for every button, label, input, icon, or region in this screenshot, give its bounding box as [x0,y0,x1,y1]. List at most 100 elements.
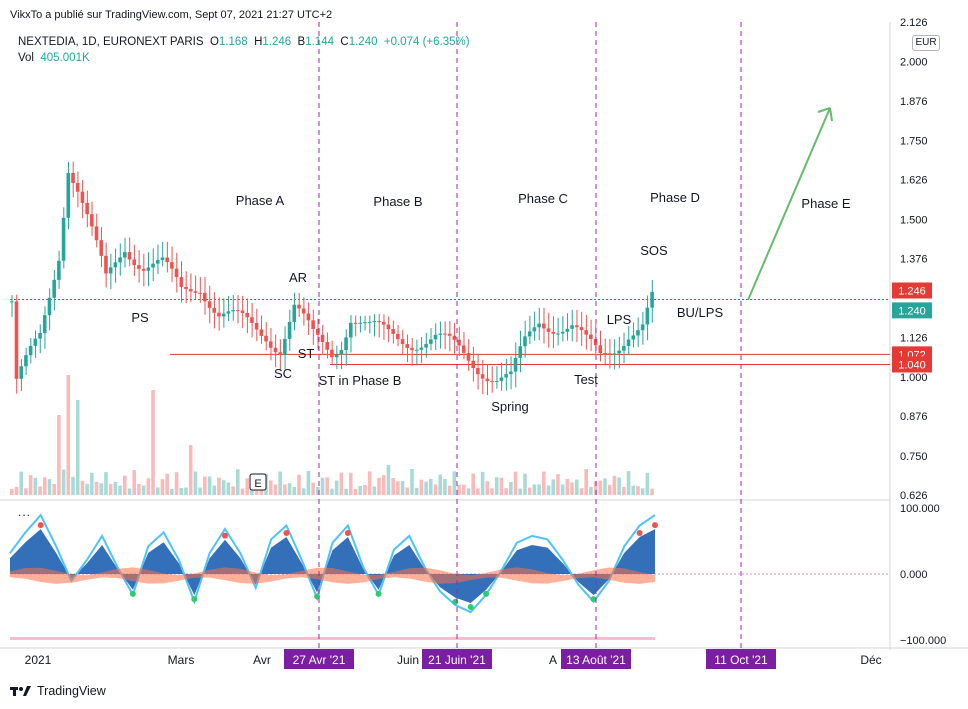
volume-bar [485,481,490,495]
candle-body [551,331,556,334]
volume-bar [391,478,395,495]
volume-bar [640,488,645,495]
candle-body [626,339,631,347]
volume-bar [118,485,122,495]
candle-body [259,329,264,336]
candle-body [203,292,207,302]
candle-body [235,310,240,312]
candle-body [438,333,443,335]
price-tick-label: 1.376 [900,254,928,266]
volume-bar [66,375,71,495]
osc-tick-label: 0.000 [900,569,928,581]
candle-body [170,262,174,269]
high-label: H [254,36,263,48]
volume-bar [377,477,381,495]
volume-bar [344,488,348,495]
candle-body [339,350,344,355]
candle-body [527,331,532,337]
candle-body [645,307,650,325]
osc-area [10,529,655,603]
low-label: B [297,36,306,48]
wyckoff-annotation: Test [574,372,598,387]
date-badge-label: 27 Avr '21 [293,653,346,667]
candle-body [132,259,137,266]
candle-body [509,371,513,375]
currency-button[interactable]: EUR [912,35,940,51]
volume-bar [165,473,169,495]
volume-bar [174,472,179,495]
candle-body [155,260,160,264]
osc-signal-dot [129,590,136,597]
date-badge-label: 11 Oct '21 [714,653,768,667]
candle-body [410,347,414,351]
candle-body [589,334,593,340]
volume-bar [61,469,66,495]
candle-body [443,333,447,335]
price-tick-label: 0.750 [900,451,928,463]
low-value: 1.144 [305,36,334,48]
osc-signal-dot [344,530,351,537]
candle-body [212,307,217,313]
candle-body [146,267,151,271]
candle-body [518,346,523,358]
volume-bar [537,484,541,495]
candle-body [90,214,94,227]
volume-bar [283,484,287,495]
volume-bar [127,488,132,495]
candle-body [358,322,362,324]
volume-bar [221,480,226,495]
candle-body [188,289,193,292]
candle-body [254,322,259,330]
candle-body [33,338,38,346]
osc-tick-label: −100.000 [900,635,946,647]
indicator-menu-button[interactable]: ... [18,505,32,519]
candle-body [570,325,574,329]
candle-body [461,345,466,353]
candle-body [363,322,367,324]
volume-bar [603,478,607,495]
osc-signal-dot [375,590,382,597]
candle-body [546,328,551,332]
open-label: O [209,36,219,48]
candle-body [10,301,14,303]
volume-label: Vol [18,52,34,64]
candle-body [137,265,141,269]
candle-body [264,335,268,342]
volume-bar [330,488,334,495]
event-marker: E [254,478,261,490]
candle-body [330,349,334,358]
volume-bar [372,486,377,495]
candle-body [348,322,353,338]
candle-body [160,257,165,261]
volume-bar [141,485,146,495]
candle-body [99,240,104,256]
candle-body [429,339,433,344]
volume-bar [99,483,104,495]
wyckoff-annotation: Phase B [373,194,422,209]
volume-bar [268,480,273,495]
published-by-text: VikxTo a publié sur TradingView.com, Sep… [10,9,333,21]
candle-body [245,313,250,318]
time-tick-label: A [549,653,557,667]
time-tick-label: Avr [253,653,271,667]
volume-bar [499,477,504,495]
candle-body [85,202,89,215]
volume-bar [452,471,457,495]
candle-body [447,333,452,336]
volume-bar [146,478,151,495]
volume-bar [28,475,33,495]
volume-bar [75,400,80,495]
candle-body [353,322,358,324]
candle-body [396,333,400,340]
candle-body [556,333,560,335]
candle-body [38,332,42,339]
candle-body [151,263,155,268]
volume-bar [85,483,89,495]
tradingview-logo[interactable]: TradingView [10,684,106,698]
volume-bar [94,481,99,495]
volume-bar [631,485,636,495]
volume-bar [297,474,301,495]
candle-body [381,321,386,325]
wyckoff-annotation: PS [131,310,149,325]
